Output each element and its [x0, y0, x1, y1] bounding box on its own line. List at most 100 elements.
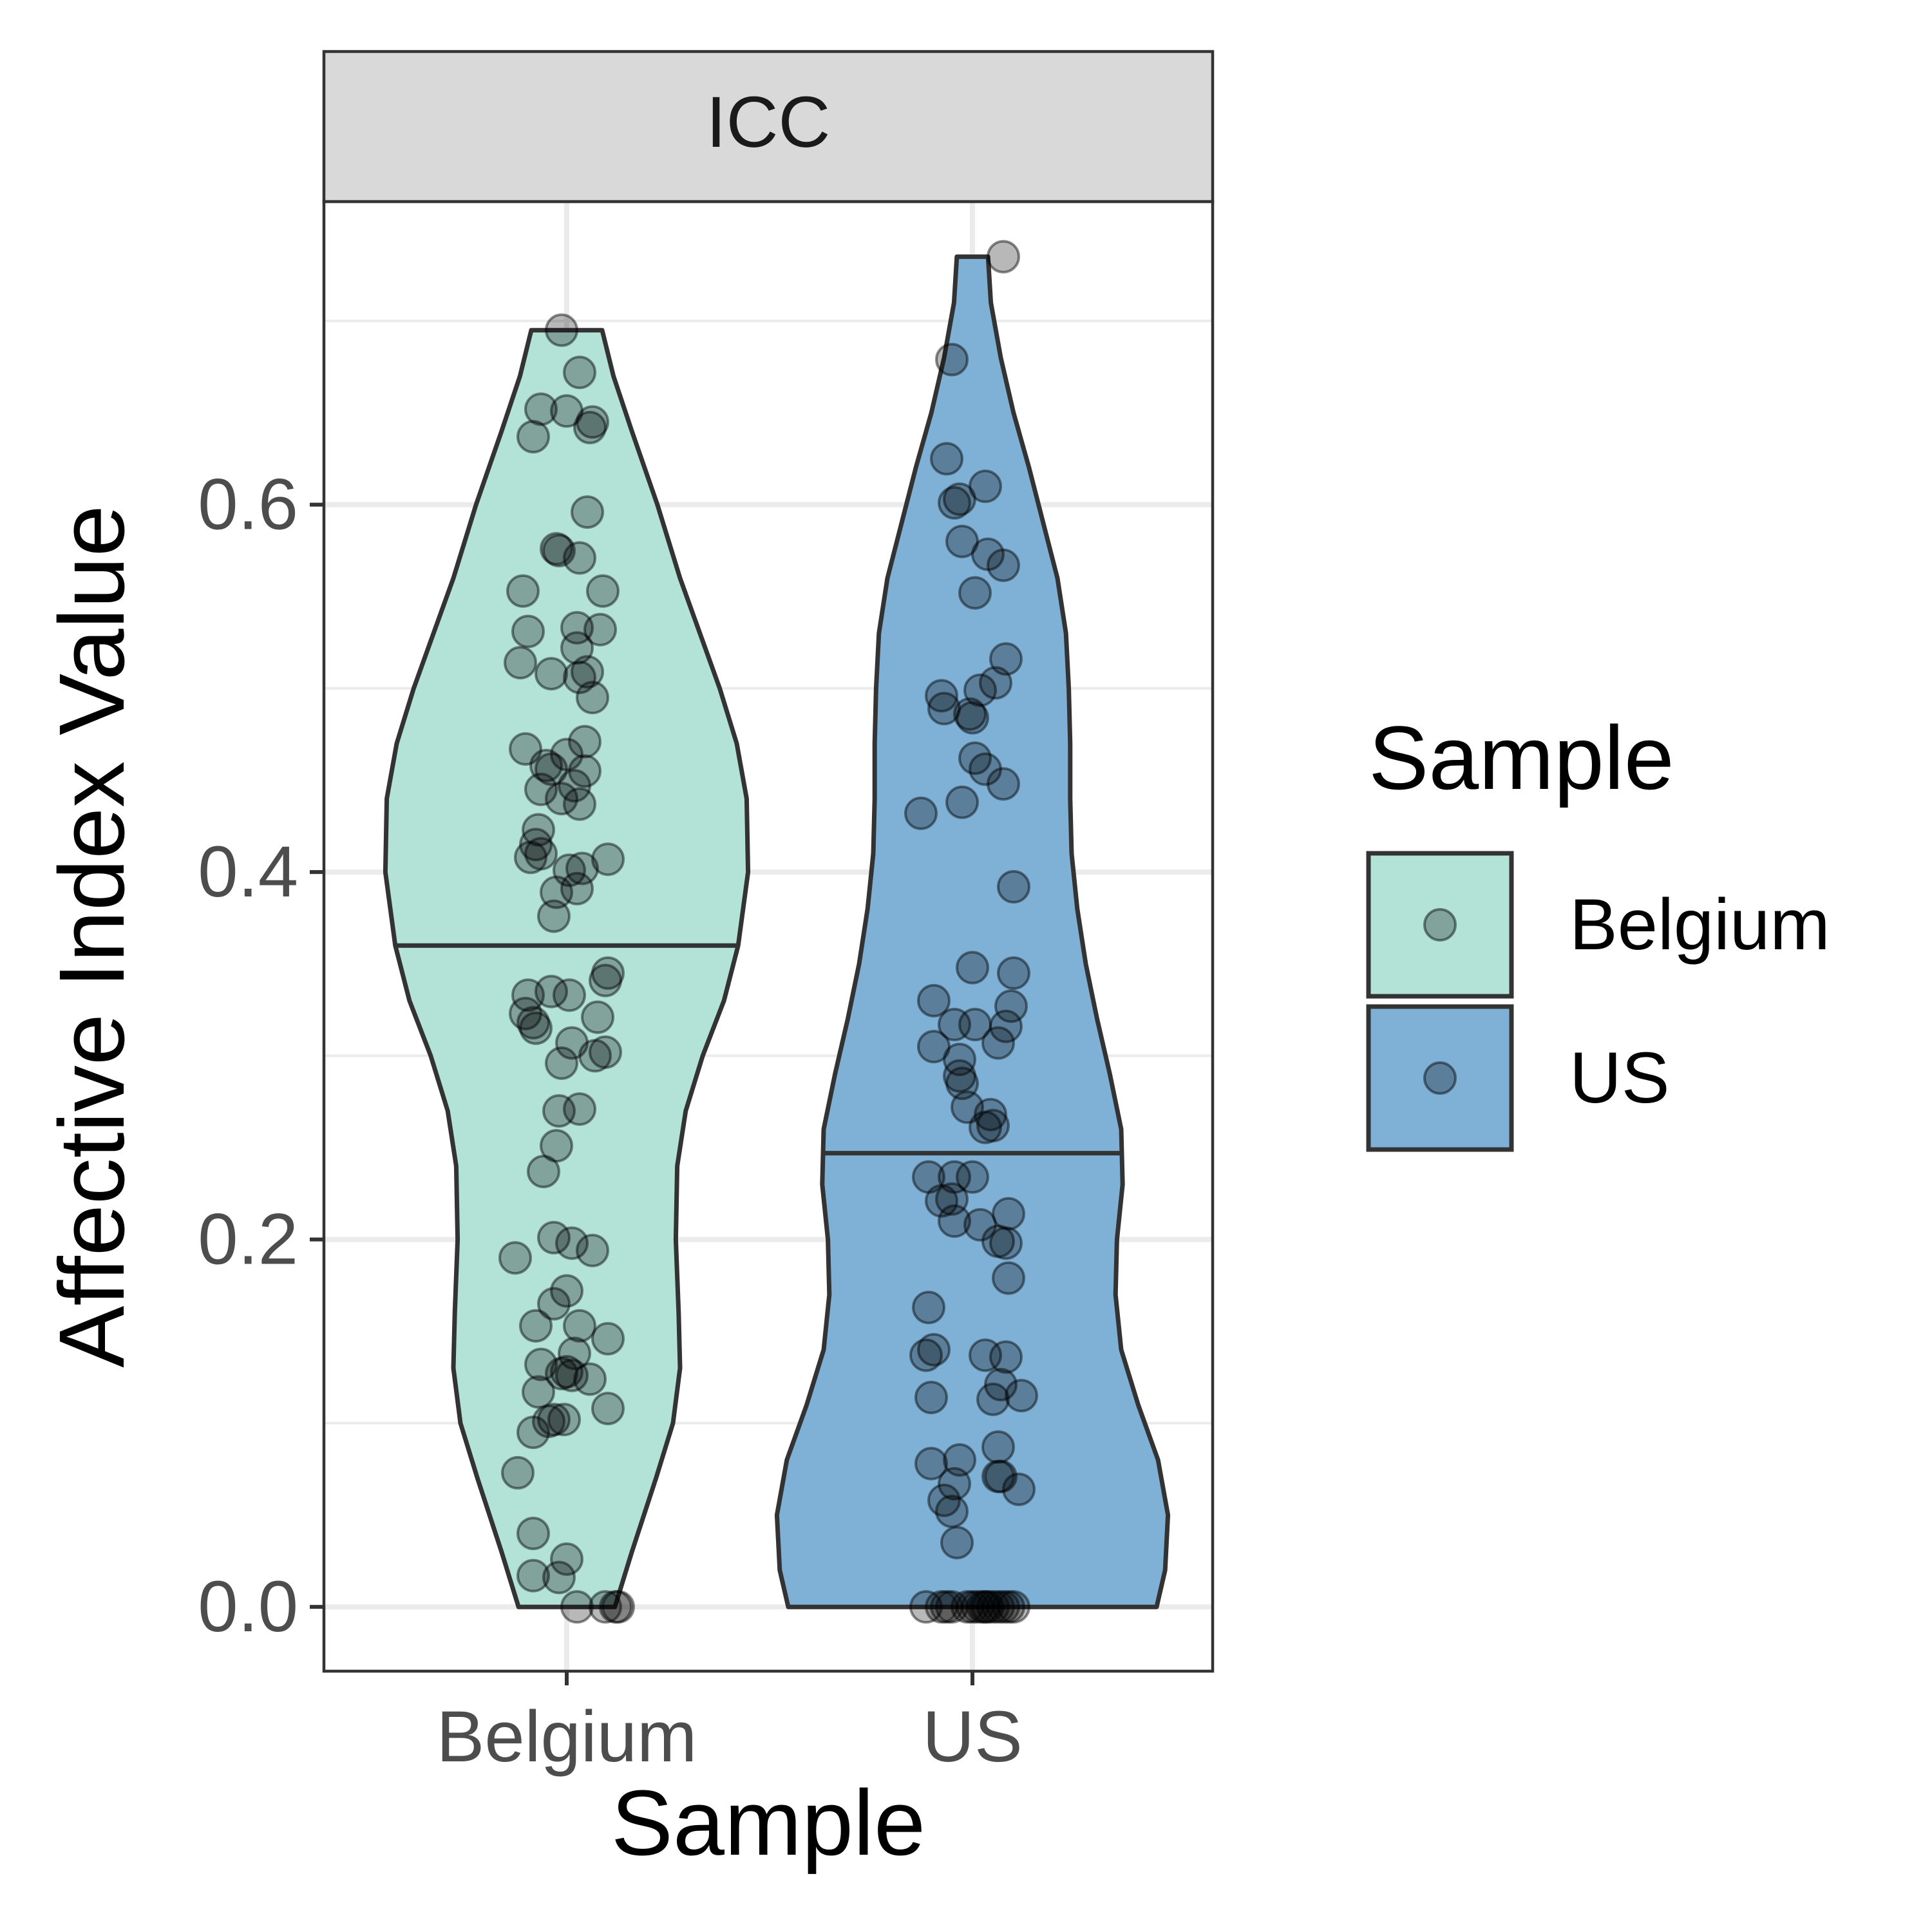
x-tick-label: US: [922, 1696, 1023, 1777]
data-point: [969, 1338, 1002, 1372]
y-tick-label: 0.6: [198, 464, 298, 545]
data-point: [958, 741, 992, 775]
data-point: [535, 752, 568, 786]
data-point: [550, 1355, 583, 1389]
data-point: [591, 956, 625, 990]
data-point: [547, 1403, 581, 1437]
data-point: [540, 875, 573, 909]
data-point: [992, 1197, 1025, 1231]
data-point: [550, 394, 583, 428]
data-point: [589, 1035, 622, 1069]
legend: Sample Belgium US: [1366, 707, 1830, 1152]
data-point: [914, 1446, 948, 1481]
data-point: [976, 1590, 1010, 1624]
data-point: [989, 1226, 1023, 1260]
data-point: [516, 1416, 550, 1450]
data-point: [943, 1443, 976, 1477]
data-point: [976, 1382, 1010, 1416]
data-point: [509, 996, 542, 1030]
data-point: [935, 1494, 969, 1528]
data-point: [540, 1129, 573, 1163]
data-point: [545, 1356, 578, 1390]
data-point: [591, 1392, 625, 1426]
data-point: [953, 697, 987, 731]
data-point: [909, 1338, 943, 1372]
data-point: [927, 1483, 961, 1517]
data-point: [925, 679, 958, 713]
data-point: [987, 548, 1020, 582]
data-point: [537, 899, 571, 933]
data-point: [553, 853, 586, 887]
data-point: [504, 645, 537, 679]
data-point: [516, 420, 550, 454]
data-point: [935, 1590, 969, 1624]
data-point: [537, 1403, 571, 1437]
data-point: [550, 1542, 583, 1576]
data-point: [535, 657, 568, 691]
data-point: [971, 1590, 1005, 1624]
data-point: [599, 1590, 632, 1624]
data-point: [987, 767, 1020, 801]
data-point: [563, 541, 596, 575]
data-point: [524, 772, 558, 806]
violin-us: [774, 254, 1171, 1609]
data-point: [509, 732, 542, 766]
legend-title: Sample: [1368, 707, 1674, 808]
data-point: [917, 1030, 951, 1064]
data-point: [555, 1358, 589, 1392]
data-point: [940, 1526, 974, 1560]
data-point: [576, 681, 609, 715]
legend-label-us: US: [1569, 1037, 1670, 1118]
y-axis-title: Affective Index Value: [40, 505, 144, 1368]
data-point: [969, 1110, 1002, 1144]
data-point: [591, 842, 625, 876]
data-point: [522, 1375, 555, 1409]
facet-strip-label: ICC: [706, 82, 831, 162]
data-point: [516, 1006, 550, 1040]
data-point: [540, 532, 573, 566]
data-point: [573, 410, 607, 444]
data-point: [571, 655, 604, 689]
data-point: [927, 692, 961, 726]
data-point: [560, 871, 594, 905]
data-point: [545, 1046, 578, 1080]
data-point: [987, 240, 1020, 274]
legend-key-belgium: [1366, 851, 1514, 999]
data-point: [535, 974, 568, 1009]
data-point: [938, 1204, 971, 1238]
data-point: [555, 1026, 589, 1060]
data-point: [532, 1405, 565, 1439]
data-point: [958, 1007, 992, 1041]
data-point: [583, 612, 617, 647]
data-point: [563, 660, 596, 694]
y-tick-label: 0.2: [198, 1199, 298, 1280]
data-point: [545, 313, 578, 347]
data-point: [589, 1590, 622, 1624]
data-point: [586, 574, 620, 608]
data-point: [550, 1274, 583, 1308]
data-point: [969, 1590, 1002, 1624]
x-axis-title: Sample: [611, 1771, 925, 1875]
data-point: [1005, 1379, 1038, 1413]
data-point: [925, 1184, 958, 1218]
data-point: [961, 1590, 994, 1624]
data-point: [558, 769, 591, 803]
data-point: [555, 1226, 589, 1260]
data-point: [511, 614, 545, 649]
data-point: [938, 1467, 971, 1501]
data-point: [971, 537, 1005, 571]
data-point: [516, 1558, 550, 1593]
data-point: [966, 1590, 999, 1624]
data-point: [912, 1291, 945, 1325]
data-point: [981, 1590, 1015, 1624]
data-point: [930, 1590, 963, 1624]
data-point: [951, 1590, 984, 1624]
legend-key-point: [1423, 1061, 1457, 1095]
violins: [383, 254, 1171, 1609]
data-point: [524, 1347, 558, 1381]
data-point: [925, 1590, 958, 1624]
data-point: [576, 1233, 609, 1267]
data-point: [514, 840, 547, 875]
data-point: [563, 1309, 596, 1343]
